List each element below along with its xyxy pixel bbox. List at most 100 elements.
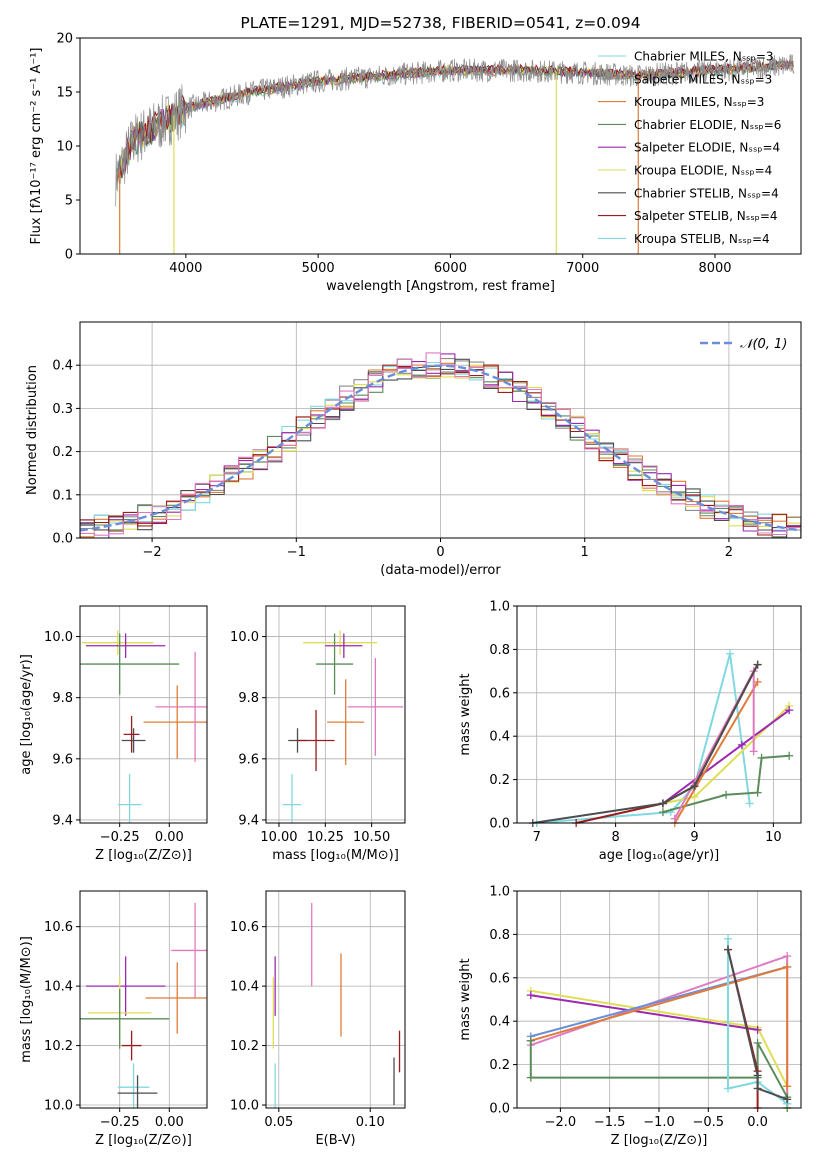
x-tick-label: 7: [533, 830, 541, 845]
y-tick-label: 0.0: [489, 1102, 510, 1117]
y-tick-label: 10.0: [44, 630, 73, 645]
x-tick-label: 9: [690, 830, 698, 845]
x-tick-label: −2: [143, 545, 162, 560]
y-tick-label: 0: [65, 248, 73, 263]
y-axis-label: Flux [fλ10⁻¹⁷ erg cm⁻² s⁻¹ A⁻¹]: [29, 48, 44, 245]
chart-title: PLATE=1291, MJD=52738, FIBERID=0541, z=0…: [240, 14, 640, 32]
y-tick-label: 0.4: [52, 359, 73, 374]
y-tick-label: 10.6: [44, 920, 73, 935]
y-tick-label: 20: [56, 32, 73, 47]
legend-entry: Chabrier STELIB, Nₛₛₚ=4: [634, 186, 779, 200]
y-tick-label: 0.2: [52, 445, 73, 460]
x-tick-label: 10.00: [260, 830, 297, 845]
y-tick-label: 10.6: [230, 920, 259, 935]
y-axis-label: mass [log₁₀(M/M⊙)]: [19, 936, 34, 1063]
y-axis-label: mass weight: [458, 673, 473, 755]
legend-entry: Salpeter MILES, Nₛₛₚ=3: [634, 72, 772, 86]
y-tick-label: 0.8: [489, 643, 510, 658]
y-tick-label: 0.3: [52, 402, 73, 417]
y-tick-label: 0.4: [489, 1015, 510, 1030]
residual-histogram: [80, 352, 801, 538]
mass-weight-age-panel: 7 8 9 10 0.0 0.2 0.4 0.6 0.8 1.0 age [log₁₀(age/yr…: [458, 600, 802, 863]
mass-weight-z-panel: −2.0 −1.5 −1.0 −0.5 0.0 0.0 0.2 0.4 0.6 0.8 1.0 Z […: [458, 885, 802, 1148]
legend-entry: Kroupa MILES, Nₛₛₚ=3: [634, 95, 764, 109]
x-tick-label: 10: [765, 830, 782, 845]
x-tick-label: −0.25: [100, 830, 140, 845]
y-tick-label: 1.0: [489, 885, 510, 900]
x-tick-label: 5000: [302, 261, 335, 276]
x-tick-label: 0.00: [155, 1115, 184, 1130]
x-axis-label: wavelength [Angstrom, rest frame]: [326, 279, 555, 294]
y-tick-label: 0.0: [52, 532, 73, 547]
x-tick-label: −0.25: [100, 1115, 140, 1130]
y-tick-label: 10.0: [44, 1099, 73, 1114]
x-axis-label: Z [log₁₀(Z/Z⊙)]: [611, 1133, 708, 1148]
y-tick-label: 9.4: [52, 813, 73, 828]
x-tick-label: 0.0: [747, 1115, 768, 1130]
y-axis-label: Normed distribution: [25, 365, 40, 495]
legend-entry: Chabrier MILES, Nₛₛₚ=3: [634, 50, 774, 64]
axes-frame: [265, 605, 406, 824]
mass-vs-z-panel: −0.25 0.00 10.0 10.2 10.4 10.6 Z [log₁₀(Z/Z⊙)]…: [19, 890, 208, 1148]
mass-weight-line: [532, 664, 759, 823]
mass-weight-line: [530, 994, 758, 1031]
axes-frame: [516, 890, 802, 1109]
y-tick-label: 10.0: [230, 630, 259, 645]
x-tick-label: 0.05: [264, 1115, 293, 1130]
residual-panel: −2 −1 0 1 2 0.0 0.1 0.2 0.3 0.4 (data-model)/error…: [25, 321, 802, 578]
y-tick-label: 10.4: [230, 980, 259, 995]
y-tick-label: 0.8: [489, 928, 510, 943]
x-tick-label: −1.5: [594, 1115, 626, 1130]
legend-entry: Chabrier ELODIE, Nₛₛₚ=6: [634, 118, 781, 132]
y-tick-label: 10: [56, 140, 73, 155]
x-tick-label: −0.5: [693, 1115, 725, 1130]
axes-frame: [516, 605, 802, 824]
y-tick-label: 9.8: [238, 691, 259, 706]
y-tick-label: 9.6: [52, 752, 73, 767]
x-tick-label: 4000: [169, 261, 202, 276]
y-tick-label: 0.4: [489, 730, 510, 745]
x-axis-label: E(B-V): [315, 1133, 355, 1148]
axes-frame: [79, 890, 208, 1109]
y-tick-label: 0.1: [52, 488, 73, 503]
y-tick-label: 10.2: [230, 1039, 259, 1054]
y-tick-label: 15: [56, 86, 73, 101]
x-axis-label: (data-model)/error: [380, 563, 501, 578]
x-axis-label: Z [log₁₀(Z/Z⊙)]: [95, 848, 192, 863]
spectrum-panel: 4000 5000 6000 7000 8000 0 5 10 15 20 PLATE=1291, …: [29, 14, 802, 294]
observed-spectrum-line: [115, 54, 795, 207]
y-tick-label: 10.0: [230, 1099, 259, 1114]
x-tick-label: 8: [611, 830, 619, 845]
mass-weight-line: [673, 681, 759, 823]
y-tick-label: 0.2: [489, 773, 510, 788]
x-tick-label: −2.0: [545, 1115, 577, 1130]
y-tick-label: 1.0: [489, 600, 510, 615]
y-axis-label: mass weight: [458, 958, 473, 1040]
x-tick-label: −1: [287, 545, 306, 560]
x-tick-label: 7000: [566, 261, 599, 276]
axes-frame: [79, 321, 802, 539]
mass-weight-line: [575, 664, 759, 823]
y-tick-label: 10.4: [44, 980, 73, 995]
x-axis-label: Z [log₁₀(Z/Z⊙)]: [95, 1133, 192, 1148]
x-tick-label: 10.50: [353, 830, 390, 845]
x-tick-label: 6000: [434, 261, 467, 276]
x-tick-label: 0.00: [155, 830, 184, 845]
y-tick-label: 0.6: [489, 971, 510, 986]
axes-frame: [79, 37, 802, 255]
y-tick-label: 9.6: [238, 752, 259, 767]
legend-entry: Salpeter STELIB, Nₛₛₚ=4: [634, 209, 778, 223]
mass-vs-ebv-panel: 0.05 0.10 10.0 10.2 10.4 10.6 E(B-V): [230, 890, 406, 1148]
age-vs-z-panel: −0.25 0.00 9.4 9.6 9.8 10.0 Z [log₁₀(Z/Z⊙)] age…: [19, 605, 208, 863]
legend-entry: Kroupa ELODIE, Nₛₛₚ=4: [634, 164, 772, 178]
legend-entry: Salpeter ELODIE, Nₛₛₚ=4: [634, 141, 780, 155]
axes-frame: [265, 890, 406, 1109]
y-tick-label: 0.2: [489, 1058, 510, 1073]
age-vs-mass-panel: 10.00 10.25 10.50 9.4 9.6 9.8 10.0 mass [log₁₀(…: [230, 605, 406, 863]
x-tick-label: 1: [581, 545, 589, 560]
y-axis-label: age [log₁₀(age/yr)]: [19, 654, 34, 775]
gaussian-curve: [80, 364, 801, 532]
x-tick-label: 0: [436, 545, 444, 560]
y-tick-label: 9.8: [52, 691, 73, 706]
